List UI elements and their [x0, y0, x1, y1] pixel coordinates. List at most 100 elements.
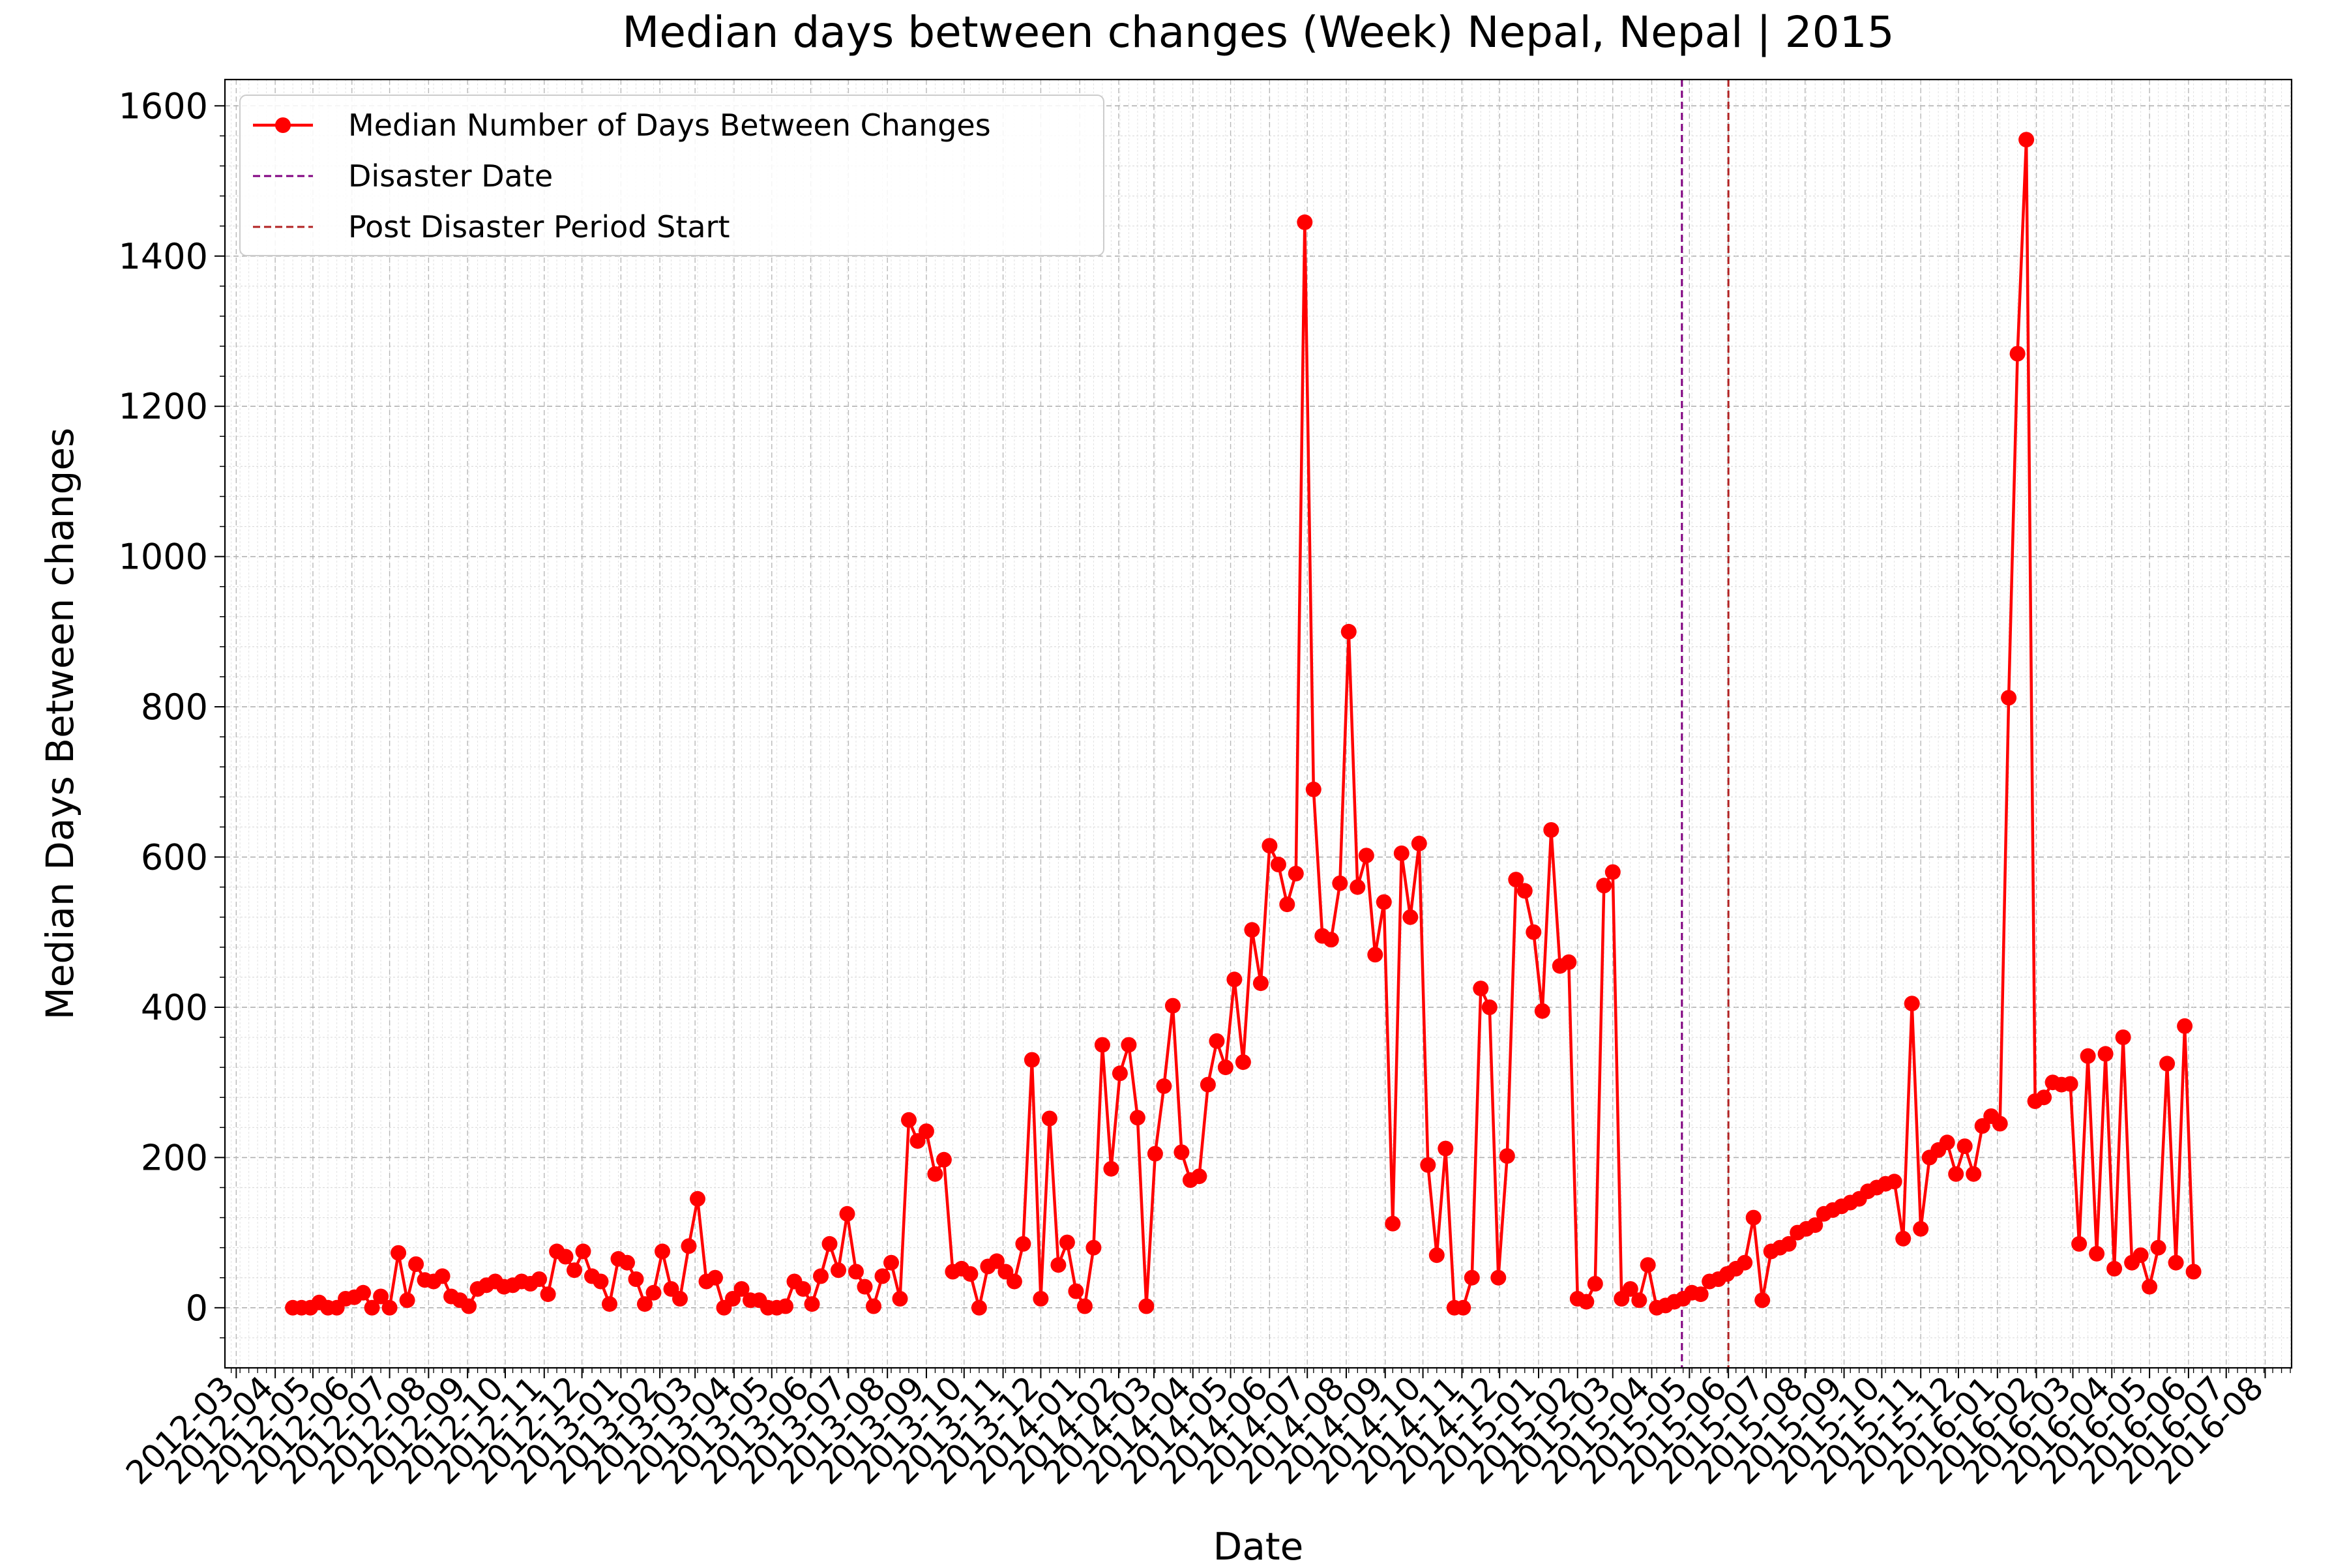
- data-point: [1956, 1138, 1973, 1155]
- data-point: [1411, 835, 1427, 851]
- data-point: [971, 1299, 987, 1316]
- data-point: [1578, 1294, 1595, 1310]
- data-point: [821, 1235, 838, 1252]
- x-axis-label: Date: [1213, 1524, 1304, 1565]
- data-point: [602, 1296, 617, 1312]
- data-point: [2036, 1089, 2052, 1106]
- data-point: [1270, 857, 1286, 872]
- data-point: [1455, 1299, 1471, 1316]
- data-point: [1737, 1254, 1753, 1271]
- data-point: [1041, 1110, 1057, 1127]
- data-point: [795, 1281, 811, 1297]
- data-point: [1094, 1037, 1110, 1053]
- data-point: [1138, 1298, 1155, 1314]
- y-tick-label: 800: [141, 687, 208, 728]
- data-point: [1024, 1052, 1040, 1068]
- data-point: [540, 1286, 556, 1303]
- data-point: [1262, 838, 1278, 854]
- grid: [225, 80, 2292, 1368]
- data-point: [1340, 623, 1357, 640]
- data-point: [1420, 1157, 1436, 1173]
- data-point: [1596, 878, 1612, 894]
- data-point: [1376, 894, 1392, 910]
- data-point: [1640, 1257, 1656, 1273]
- data-point: [1121, 1037, 1137, 1053]
- data-point: [1015, 1235, 1031, 1252]
- data-point: [1288, 865, 1304, 881]
- data-point: [1499, 1148, 1515, 1164]
- legend-label: Disaster Date: [348, 158, 553, 194]
- data-point: [1543, 822, 1559, 838]
- data-point: [1112, 1065, 1128, 1082]
- data-point: [1006, 1273, 1022, 1290]
- data-point: [364, 1299, 380, 1316]
- data-point: [2133, 1247, 2149, 1264]
- y-tick-label: 1200: [119, 386, 208, 427]
- data-point: [2080, 1048, 2096, 1064]
- data-point: [2089, 1245, 2105, 1262]
- data-point: [681, 1238, 697, 1254]
- data-point: [1332, 875, 1348, 891]
- legend-marker-swatch: [275, 117, 291, 133]
- data-point: [839, 1206, 855, 1222]
- data-point: [1631, 1292, 1647, 1309]
- data-point: [1490, 1269, 1507, 1286]
- data-point: [1209, 1033, 1225, 1049]
- data-point: [1807, 1217, 1823, 1234]
- y-tick-label: 1400: [119, 236, 208, 277]
- data-point: [1992, 1116, 2008, 1132]
- data-point: [408, 1256, 424, 1272]
- data-point: [733, 1281, 750, 1297]
- data-point: [690, 1191, 705, 1207]
- data-point: [557, 1249, 574, 1265]
- data-point: [857, 1279, 873, 1295]
- data-point: [399, 1292, 415, 1309]
- legend-label: Median Number of Days Between Changes: [348, 108, 991, 143]
- data-point: [2097, 1046, 2114, 1062]
- y-tick-label: 400: [141, 987, 208, 1028]
- data-point: [434, 1268, 450, 1284]
- data-point: [927, 1166, 943, 1182]
- data-point: [962, 1266, 979, 1282]
- data-point: [1438, 1140, 1454, 1157]
- data-point: [645, 1284, 662, 1301]
- data-point: [1385, 1215, 1401, 1232]
- data-point: [874, 1268, 891, 1284]
- data-point: [1948, 1166, 1964, 1182]
- data-point: [1129, 1110, 1145, 1126]
- data-point: [461, 1298, 477, 1314]
- data-point: [778, 1298, 793, 1314]
- data-point: [1754, 1292, 1771, 1309]
- data-point: [1745, 1209, 1762, 1226]
- data-point: [1033, 1291, 1049, 1307]
- data-point: [1526, 924, 1542, 940]
- data-point: [1780, 1235, 1797, 1252]
- data-point: [1428, 1247, 1445, 1264]
- data-point: [1561, 954, 1577, 970]
- data-point: [355, 1284, 372, 1301]
- data-point: [2115, 1029, 2131, 1045]
- data-point: [2168, 1254, 2184, 1271]
- data-point: [2018, 132, 2035, 148]
- legend-label: Post Disaster Period Start: [348, 209, 730, 244]
- x-axis: 2012-032012-042012-052012-062012-072012-…: [119, 1368, 2291, 1492]
- data-point: [1244, 922, 1260, 938]
- data-point: [1939, 1134, 1955, 1151]
- data-point: [1904, 996, 1920, 1012]
- data-point: [848, 1264, 864, 1280]
- data-point: [1297, 214, 1313, 230]
- y-tick-label: 1600: [119, 85, 208, 126]
- data-point: [1473, 981, 1489, 997]
- data-point: [2150, 1239, 2166, 1256]
- data-point: [567, 1262, 582, 1279]
- data-point: [373, 1288, 389, 1305]
- data-point: [1913, 1220, 1929, 1237]
- data-series: [285, 132, 2202, 1316]
- data-point: [1350, 879, 1366, 895]
- data-point: [1604, 864, 1621, 880]
- data-point: [2177, 1018, 2193, 1034]
- data-point: [2009, 346, 2026, 362]
- data-point: [1402, 909, 1419, 925]
- legend: Median Number of Days Between Changes Dis…: [239, 95, 1104, 256]
- data-point: [1252, 975, 1269, 992]
